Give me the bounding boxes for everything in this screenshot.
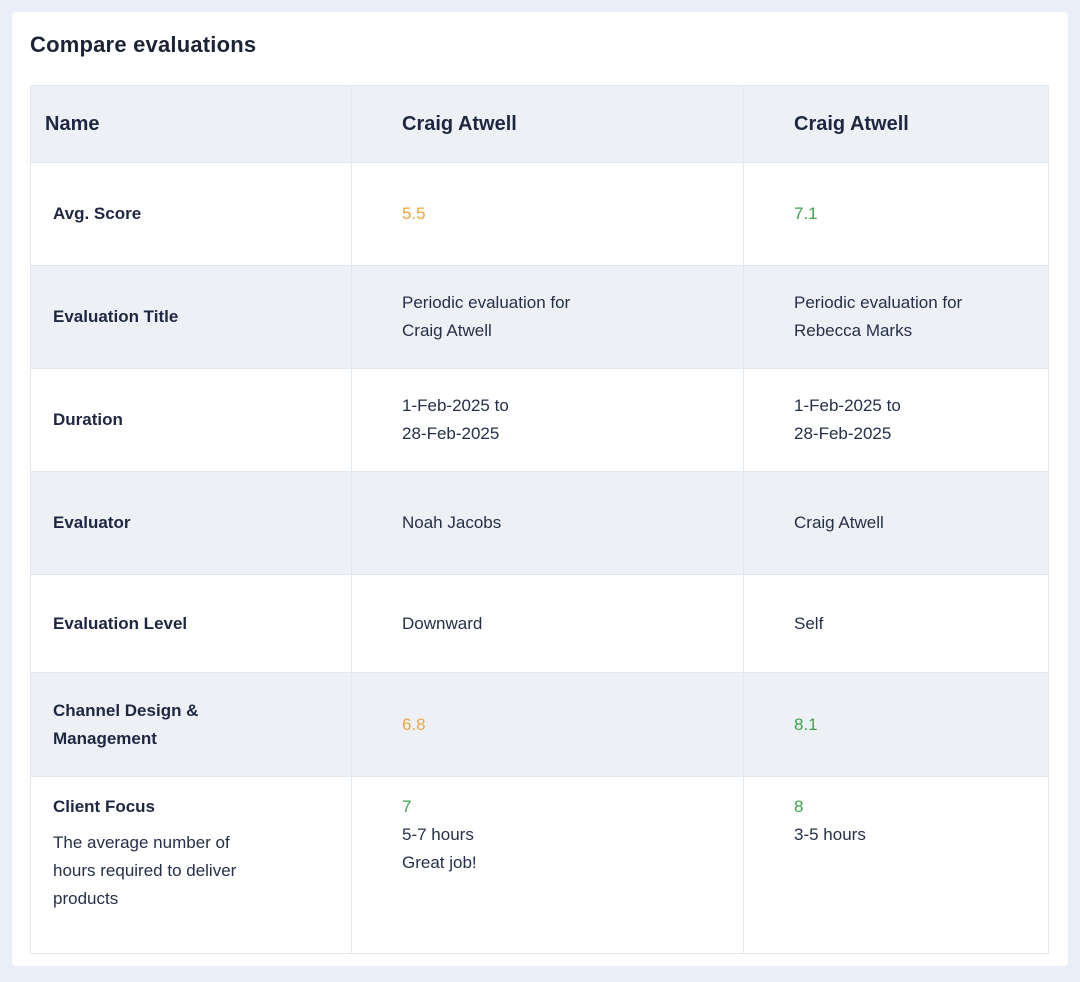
score-value: 8.1 [794, 714, 818, 734]
cell-value: Craig Atwell [743, 471, 1049, 575]
compare-evaluations-table: Name Craig Atwell Craig Atwell Avg. Scor… [30, 85, 1049, 954]
row-label: Evaluator [30, 471, 352, 575]
score-value: 8 [794, 797, 804, 816]
score-value: 7.1 [794, 204, 818, 223]
column-header-person-2: Craig Atwell [743, 85, 1049, 163]
cell-value: Periodic evaluation for Rebecca Marks [743, 265, 1049, 369]
cell-value: 1-Feb-2025 to 28-Feb-2025 [351, 368, 744, 472]
row-label: Channel Design & Management [30, 672, 352, 777]
row-label: Evaluation Title [30, 265, 352, 369]
column-header-name: Name [30, 85, 352, 163]
table-header-row: Name Craig Atwell Craig Atwell [30, 85, 1049, 163]
compare-evaluations-card: Compare evaluations Name Craig Atwell Cr… [12, 12, 1068, 966]
row-label: Duration [30, 368, 352, 472]
cell-value: Downward [351, 574, 744, 673]
table-row-client-focus: Client Focus The average number of hours… [30, 776, 1049, 954]
cell-value: Noah Jacobs [351, 471, 744, 575]
row-description: The average number of hours required to … [53, 833, 237, 908]
table-row-evaluation-title: Evaluation Title Periodic evaluation for… [30, 265, 1049, 369]
table-row-duration: Duration 1-Feb-2025 to 28-Feb-2025 1-Feb… [30, 368, 1049, 472]
cell-value: 1-Feb-2025 to 28-Feb-2025 [743, 368, 1049, 472]
page-title: Compare evaluations [30, 32, 257, 57]
cell-value: Self [743, 574, 1049, 673]
score-value: 5.5 [402, 204, 426, 223]
score-value: 7 [402, 797, 412, 816]
score-value: 6.8 [402, 714, 426, 734]
cell-value: 5-7 hours Great job! [402, 825, 477, 872]
table-row-evaluation-level: Evaluation Level Downward Self [30, 574, 1049, 673]
cell-value: 3-5 hours [794, 825, 866, 844]
table-row-evaluator: Evaluator Noah Jacobs Craig Atwell [30, 471, 1049, 575]
cell-value: Periodic evaluation for Craig Atwell [351, 265, 744, 369]
column-header-person-1: Craig Atwell [351, 85, 744, 163]
table-row-channel-design-management: Channel Design & Management 6.8 8.1 [30, 672, 1049, 777]
row-label: Client Focus [53, 797, 156, 816]
row-label: Avg. Score [30, 162, 352, 266]
table-row-avg-score: Avg. Score 5.5 7.1 [30, 162, 1049, 266]
row-label: Evaluation Level [30, 574, 352, 673]
